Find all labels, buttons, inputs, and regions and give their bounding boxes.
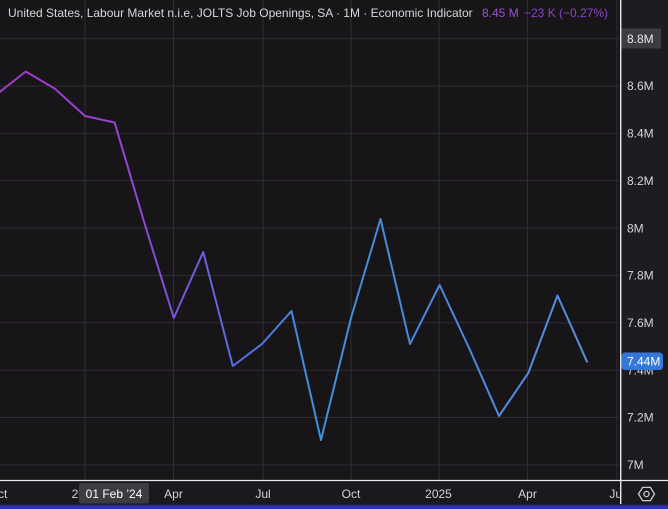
svg-text:8.2M: 8.2M	[627, 174, 654, 188]
svg-text:Apr: Apr	[164, 487, 183, 501]
svg-text:Oct: Oct	[0, 487, 8, 501]
svg-text:8M: 8M	[627, 221, 644, 235]
svg-text:7.6M: 7.6M	[627, 316, 654, 330]
svg-text:8.45 M: 8.45 M	[482, 6, 519, 20]
svg-text:8.6M: 8.6M	[627, 79, 654, 93]
svg-text:7.44M: 7.44M	[627, 355, 660, 369]
svg-text:−23 K (−0.27%): −23 K (−0.27%)	[524, 6, 608, 20]
svg-text:Apr: Apr	[518, 487, 537, 501]
svg-text:Jul: Jul	[609, 487, 624, 501]
svg-text:United States, Labour Market n: United States, Labour Market n.i.e, JOLT…	[8, 6, 473, 20]
svg-text:01 Feb ’24: 01 Feb ’24	[86, 487, 143, 501]
svg-text:7.8M: 7.8M	[627, 269, 654, 283]
svg-text:2025: 2025	[425, 487, 452, 501]
svg-text:7M: 7M	[627, 458, 644, 472]
svg-text:8.8M: 8.8M	[627, 32, 654, 46]
svg-text:Oct: Oct	[342, 487, 361, 501]
svg-text:Jul: Jul	[255, 487, 270, 501]
svg-text:8.4M: 8.4M	[627, 127, 654, 141]
svg-text:7.2M: 7.2M	[627, 411, 654, 425]
